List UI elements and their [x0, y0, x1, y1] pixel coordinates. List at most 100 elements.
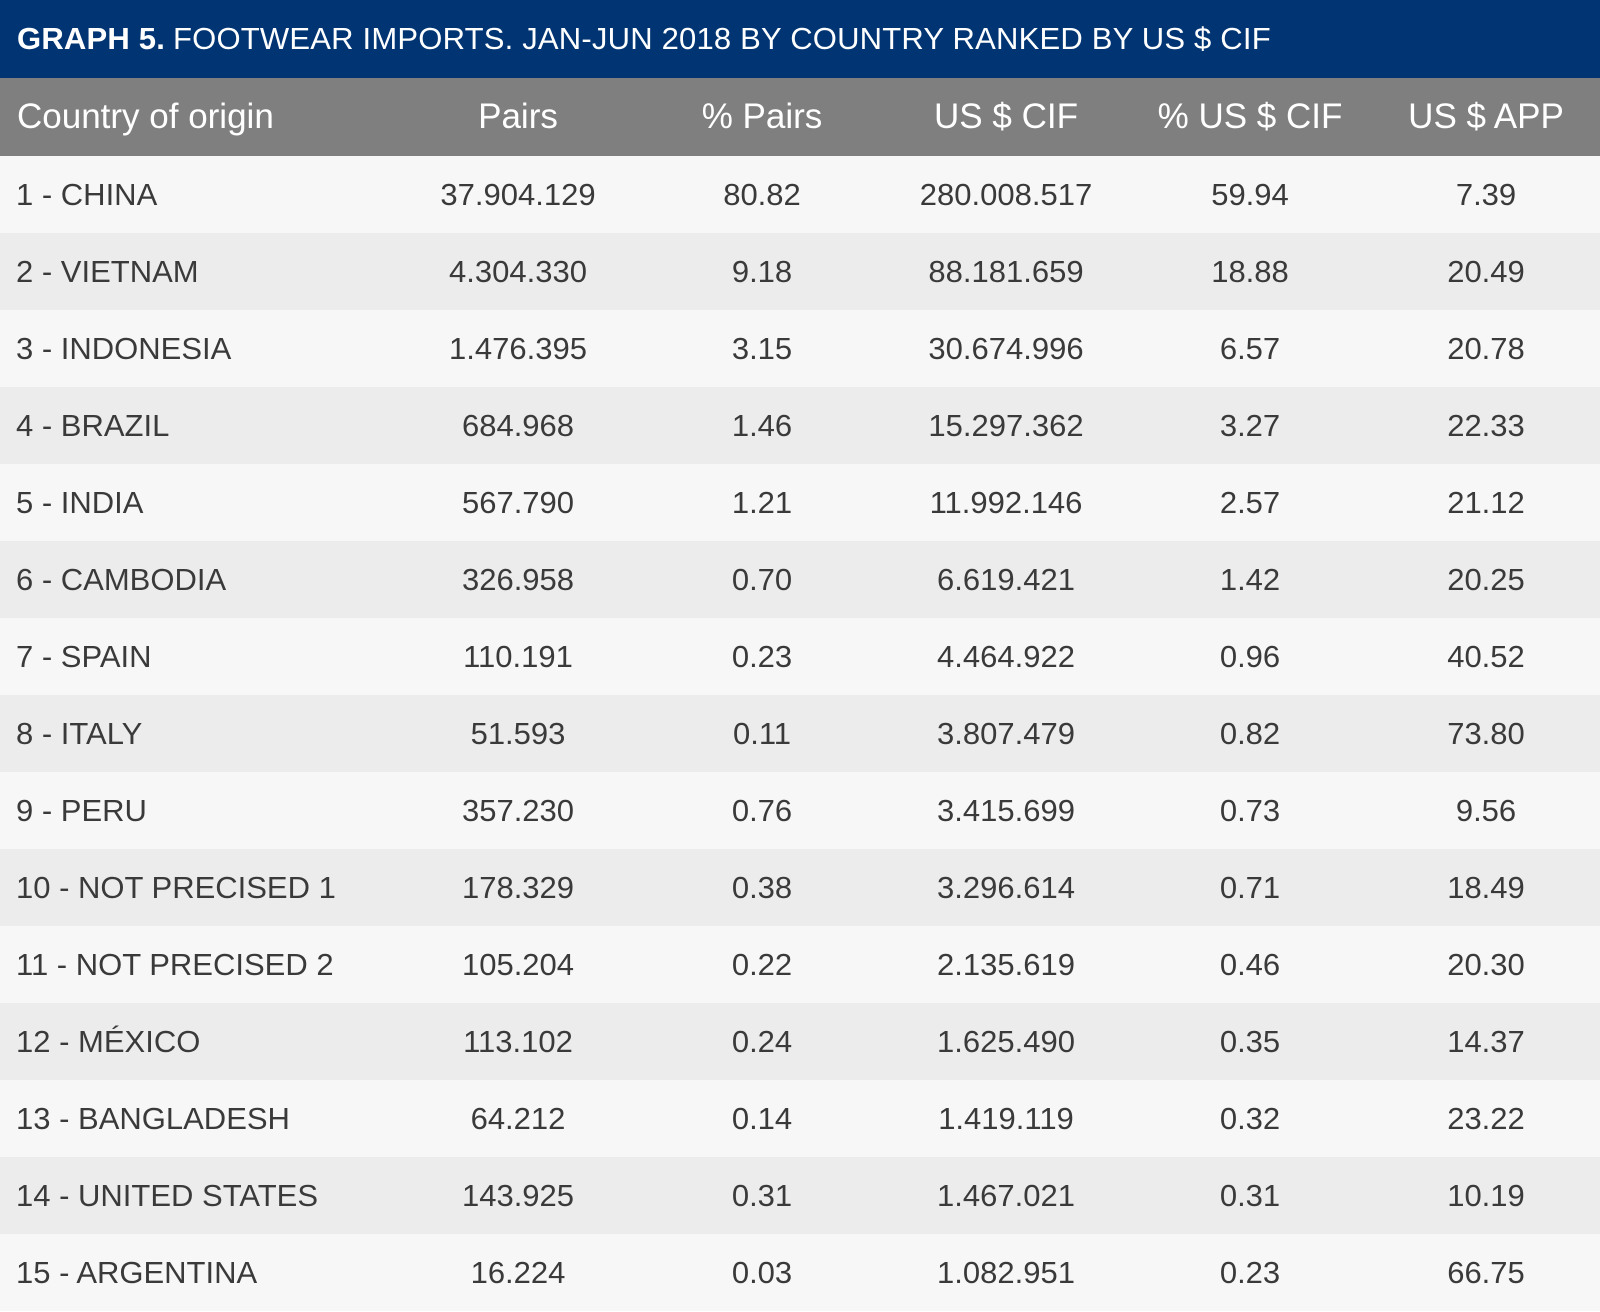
cell-pct-us-cif: 0.32 — [1219, 1100, 1281, 1136]
cell-country: 14 - UNITED STATES — [16, 1177, 319, 1213]
cell-country: 4 - BRAZIL — [16, 407, 170, 443]
cell-country: 11 - NOT PRECISED 2 — [16, 946, 334, 982]
cell-pct-pairs: 0.03 — [731, 1254, 793, 1290]
cell-pairs: 357.230 — [461, 792, 575, 828]
table-row: 5 - INDIA 567.790 1.21 11.992.146 2.57 21.12 — [0, 464, 1600, 541]
cell-us-cif: 1.419.119 — [938, 1100, 1074, 1136]
column-header-country: Country of origin — [17, 97, 274, 136]
cell-pct-us-cif: 0.23 — [1219, 1254, 1281, 1290]
cell-us-app: 20.25 — [1447, 561, 1525, 597]
cell-pairs: 4.304.330 — [449, 253, 587, 289]
table-row: 15 - ARGENTINA 16.224 0.03 1.082.951 0.23 66.… — [0, 1234, 1600, 1311]
cell-us-app: 20.78 — [1447, 330, 1525, 366]
cell-pct-us-cif: 0.46 — [1219, 946, 1281, 982]
table-row: 11 - NOT PRECISED 2 105.204 0.22 2.135.619 0… — [0, 926, 1600, 1003]
cell-us-app: 40.52 — [1447, 638, 1525, 674]
chart-title: GRAPH 5. FOOTWEAR IMPORTS. JAN-JUN 2018 … — [0, 0, 1600, 78]
cell-pct-us-cif: 3.27 — [1219, 407, 1281, 443]
cell-pairs: 1.476.395 — [449, 330, 587, 366]
cell-pct-us-cif: 2.57 — [1219, 484, 1281, 520]
cell-country: 7 - SPAIN — [16, 638, 152, 674]
cell-pct-us-cif: 18.88 — [1211, 253, 1289, 289]
table-row: 3 - INDONESIA 1.476.395 3.15 30.674.996 6.57… — [0, 310, 1600, 387]
cell-country: 10 - NOT PRECISED 1 — [16, 869, 336, 905]
cell-us-app: 18.49 — [1447, 869, 1525, 905]
cell-pairs: 64.212 — [470, 1100, 566, 1136]
cell-pairs: 51.593 — [470, 715, 566, 751]
cell-pairs: 110.191 — [463, 638, 573, 674]
cell-pct-pairs: 0.14 — [731, 1100, 793, 1136]
cell-country: 13 - BANGLADESH — [16, 1100, 290, 1136]
cell-us-cif: 2.135.619 — [937, 946, 1075, 982]
cell-us-app: 10.19 — [1447, 1177, 1525, 1213]
cell-pairs: 684.968 — [461, 407, 575, 443]
cell-us-cif: 1.467.021 — [937, 1177, 1075, 1213]
cell-pct-pairs: 1.46 — [731, 407, 793, 443]
cell-pct-us-cif: 0.35 — [1219, 1023, 1281, 1059]
cell-us-cif: 3.415.699 — [937, 792, 1075, 828]
imports-table: Country of origin Pairs % Pairs US $ CIF… — [0, 78, 1600, 1311]
table-row: 12 - MÉXICO 113.102 0.24 1.625.490 0.35 14.37 — [0, 1003, 1600, 1080]
cell-us-cif: 1.625.490 — [937, 1023, 1075, 1059]
cell-pct-us-cif: 0.73 — [1219, 792, 1281, 828]
table-row: 14 - UNITED STATES 143.925 0.31 1.467.021 0.… — [0, 1157, 1600, 1234]
cell-pct-us-cif: 1.42 — [1219, 561, 1281, 597]
cell-us-cif: 30.674.996 — [928, 330, 1084, 366]
cell-us-app: 73.80 — [1447, 715, 1525, 751]
cell-pct-pairs: 9.18 — [731, 253, 793, 289]
chart-title-text: FOOTWEAR IMPORTS. JAN-JUN 2018 BY COUNTR… — [173, 21, 1271, 56]
cell-pairs: 326.958 — [461, 561, 575, 597]
table-header-row: Country of origin Pairs % Pairs US $ CIF… — [0, 78, 1600, 156]
table-row: 13 - BANGLADESH 64.212 0.14 1.419.119 0.32 23… — [0, 1080, 1600, 1157]
cell-pairs: 113.102 — [463, 1023, 573, 1059]
cell-country: 12 - MÉXICO — [16, 1023, 201, 1059]
cell-pct-pairs: 0.38 — [731, 869, 793, 905]
cell-pct-us-cif: 6.57 — [1219, 330, 1281, 366]
chart-title-label: GRAPH 5. — [17, 21, 166, 56]
cell-pct-pairs: 0.24 — [731, 1023, 793, 1059]
cell-country: 6 - CAMBODIA — [16, 561, 227, 597]
table-row: 9 - PERU 357.230 0.76 3.415.699 0.73 9.56 — [0, 772, 1600, 849]
cell-us-app: 20.49 — [1447, 253, 1525, 289]
column-header-us-cif: US $ CIF — [934, 97, 1078, 136]
cell-pct-pairs: 0.31 — [731, 1177, 793, 1213]
table-row: 7 - SPAIN 110.191 0.23 4.464.922 0.96 40.52 — [0, 618, 1600, 695]
cell-us-app: 21.12 — [1447, 484, 1525, 520]
cell-pairs: 178.329 — [461, 869, 575, 905]
table-row: 10 - NOT PRECISED 1 178.329 0.38 3.296.614 0… — [0, 849, 1600, 926]
cell-pairs: 143.925 — [461, 1177, 575, 1213]
cell-pairs: 567.790 — [461, 484, 575, 520]
table-row: 4 - BRAZIL 684.968 1.46 15.297.362 3.27 22.33 — [0, 387, 1600, 464]
cell-pct-pairs: 3.15 — [731, 330, 793, 366]
cell-pairs: 37.904.129 — [440, 176, 596, 212]
cell-pct-us-cif: 0.96 — [1219, 638, 1281, 674]
cell-us-app: 9.56 — [1455, 792, 1517, 828]
cell-pct-pairs: 0.76 — [731, 792, 793, 828]
cell-country: 5 - INDIA — [16, 484, 144, 520]
cell-country: 8 - ITALY — [16, 715, 143, 751]
cell-country: 2 - VIETNAM — [16, 253, 199, 289]
table-row: 1 - CHINA 37.904.129 80.82 280.008.517 59.94… — [0, 156, 1600, 233]
cell-country: 1 - CHINA — [16, 176, 158, 212]
cell-us-app: 22.33 — [1447, 407, 1525, 443]
cell-us-cif: 280.008.517 — [919, 176, 1093, 212]
cell-country: 9 - PERU — [16, 792, 147, 828]
table-row: 2 - VIETNAM 4.304.330 9.18 88.181.659 18.88 2… — [0, 233, 1600, 310]
cell-us-cif: 3.296.614 — [937, 869, 1075, 905]
column-header-pairs: Pairs — [478, 97, 558, 136]
cell-us-cif: 3.807.479 — [937, 715, 1075, 751]
cell-us-cif: 1.082.951 — [937, 1254, 1075, 1290]
table-body: 1 - CHINA 37.904.129 80.82 280.008.517 59.94… — [0, 156, 1600, 1311]
cell-pct-pairs: 0.11 — [732, 715, 792, 751]
cell-us-app: 7.39 — [1455, 176, 1517, 212]
column-header-pct-us-cif: % US $ CIF — [1157, 97, 1343, 136]
cell-pct-us-cif: 59.94 — [1211, 176, 1289, 212]
cell-pct-pairs: 0.70 — [731, 561, 793, 597]
cell-country: 3 - INDONESIA — [16, 330, 232, 366]
column-header-us-app: US $ APP — [1408, 97, 1564, 136]
cell-us-app: 66.75 — [1447, 1254, 1525, 1290]
cell-pairs: 105.204 — [461, 946, 575, 982]
cell-us-app: 20.30 — [1447, 946, 1525, 982]
cell-us-cif: 4.464.922 — [937, 638, 1075, 674]
column-header-pct-pairs: % Pairs — [701, 97, 823, 136]
